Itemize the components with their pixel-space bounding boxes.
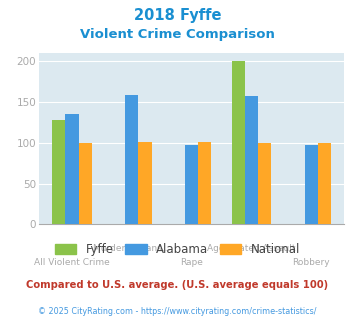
Text: Violent Crime Comparison: Violent Crime Comparison — [80, 28, 275, 41]
Text: Robbery: Robbery — [293, 258, 330, 267]
Bar — [65, 114, 78, 224]
Text: Murder & Mans...: Murder & Mans... — [93, 244, 170, 253]
Bar — [258, 143, 271, 224]
Bar — [198, 142, 212, 224]
Text: Aggravated Assault: Aggravated Assault — [207, 244, 296, 253]
Text: © 2025 CityRating.com - https://www.cityrating.com/crime-statistics/: © 2025 CityRating.com - https://www.city… — [38, 307, 317, 316]
Text: All Violent Crime: All Violent Crime — [34, 258, 110, 267]
Bar — [52, 120, 65, 224]
Bar — [305, 145, 318, 224]
Bar — [138, 142, 152, 224]
Bar — [318, 143, 331, 224]
Text: 2018 Fyffe: 2018 Fyffe — [134, 8, 221, 23]
Bar — [232, 61, 245, 224]
Bar — [78, 143, 92, 224]
Bar — [245, 96, 258, 224]
Bar — [125, 95, 138, 224]
Legend: Fyffe, Alabama, National: Fyffe, Alabama, National — [50, 239, 305, 261]
Text: Rape: Rape — [180, 258, 203, 267]
Text: Compared to U.S. average. (U.S. average equals 100): Compared to U.S. average. (U.S. average … — [26, 280, 329, 290]
Bar — [185, 145, 198, 224]
